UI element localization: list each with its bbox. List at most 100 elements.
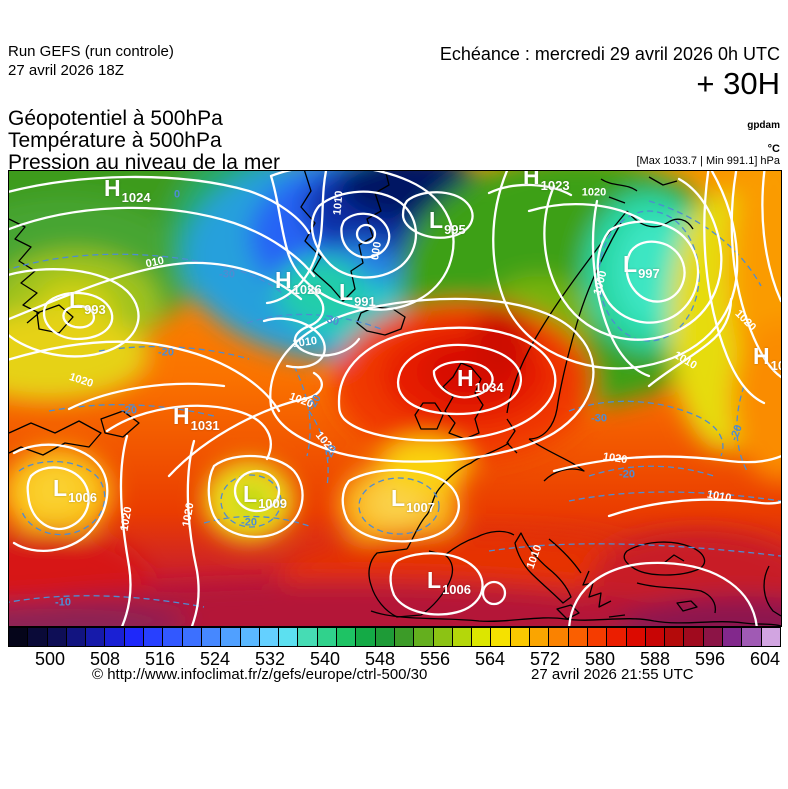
isotherm-value-label: -30 [219, 268, 235, 281]
colorbar-cell [355, 627, 375, 647]
colorbar-cell [8, 627, 28, 647]
colorbar-ticks: 500 508 516 524 532 540 548 556 564 572 580 588 596 6… [0, 649, 788, 669]
colorbar-cell [432, 627, 452, 647]
run-info: Run GEFS (run controle) 27 avril 2026 18… [8, 42, 174, 80]
colorbar-cell [46, 627, 66, 647]
source-url: © http://www.infoclimat.fr/z/gefs/europe… [92, 666, 428, 683]
chart-titles: Géopotentiel à 500hPa Température à 500h… [8, 108, 280, 174]
colorbar-tick-label: 556 [419, 649, 451, 669]
colorbar-cell [606, 627, 626, 647]
title-temperature: Température à 500hPa [8, 129, 222, 152]
colorbar-cell [586, 627, 607, 647]
colorbar-tick-label: 548 [364, 649, 396, 669]
isotherm-value-label: -20 [241, 516, 257, 529]
colorbar-tick-label: 524 [199, 649, 231, 669]
colorbar-tick-label: 580 [584, 649, 616, 669]
colorbar-tick-label: 500 [34, 649, 66, 669]
run-label: Run GEFS (run controle) [8, 43, 174, 60]
colorbar-cell [123, 627, 144, 647]
colorbar-tick-label: 508 [89, 649, 121, 669]
high-pressure-center: H1026 [275, 267, 322, 297]
isotherm-value-label: -30 [591, 412, 607, 425]
colorbar-cell [200, 627, 221, 647]
colorbar-cell [27, 627, 47, 647]
colorbar-cell [529, 627, 549, 647]
valid-time: Echéance : mercredi 29 avril 2026 0h UTC [439, 44, 780, 64]
colorbar-cell [104, 627, 124, 647]
low-pressure-center: L1009 [243, 481, 287, 511]
colorbar-cell [85, 627, 105, 647]
low-pressure-center: L1006 [53, 475, 97, 505]
generation-timestamp: 27 avril 2026 21:55 UTC [531, 666, 694, 683]
colorbar-cell [490, 627, 510, 647]
colorbar-cell [471, 627, 491, 647]
colorbar-cell [316, 627, 337, 647]
colorbar-cell [741, 627, 761, 647]
title-geopotential: Géopotentiel à 500hPa [8, 107, 223, 130]
high-pressure-center: H1034 [457, 365, 504, 395]
colorbar-cell [664, 627, 684, 647]
isotherms [9, 200, 781, 608]
colorbar-tick-label: 596 [694, 649, 726, 669]
isotherm-value-label: -20 [619, 468, 635, 481]
high-pressure-center: H1024 [104, 175, 151, 205]
colorbar-tick-label: 532 [254, 649, 286, 669]
pressure-minmax: [Max 1033.7 | Min 991.1] hPa [636, 155, 781, 167]
lead-time: + 30H [696, 66, 780, 101]
colorbar-cell [374, 627, 394, 647]
colorbar-cell [548, 627, 568, 647]
unit-geopotential: gpdam [747, 120, 780, 131]
colorbar-cell [220, 627, 240, 647]
colorbar-tick-label: 588 [639, 649, 671, 669]
isobar-value-label: 1010 [331, 190, 346, 216]
colorbar-cell [143, 627, 163, 647]
coastlines [9, 171, 781, 626]
low-pressure-center: L993 [69, 287, 106, 317]
run-date: 27 avril 2026 18Z [8, 62, 124, 79]
colorbar-cell [393, 627, 414, 647]
isobar-value-label: 1020 [581, 186, 607, 199]
colorbar-cell [162, 627, 182, 647]
colorbar-cell [278, 627, 298, 647]
low-pressure-center: L1006 [427, 567, 471, 597]
colorbar-cell [451, 627, 472, 647]
colorbar-tick-label: 564 [474, 649, 506, 669]
colorbar-cell [413, 627, 433, 647]
colorbar-cell [644, 627, 665, 647]
colorbar-cell [567, 627, 587, 647]
colorbar-cell [625, 627, 645, 647]
colorbar-cell [239, 627, 259, 647]
colorbar-cell [297, 627, 317, 647]
colorbar-cell [181, 627, 201, 647]
isotherm-value-label: 0 [173, 188, 181, 201]
colorbar-cell [336, 627, 356, 647]
low-pressure-center: L995 [429, 207, 466, 237]
weather-map-canvas [9, 171, 781, 626]
colorbar-cell [509, 627, 530, 647]
title-pressure: Pression au niveau de la mer [8, 151, 280, 174]
colorbar-tick-label: 604 [749, 649, 781, 669]
weather-map: H1024 L993 H1026 L991 L995 H1023 L997 H1034 H103… [8, 170, 782, 627]
colorbar-tick-label: 540 [309, 649, 341, 669]
isotherm-value-label: -20 [121, 404, 137, 417]
colorbar-cell [65, 627, 86, 647]
colorbar-cell [258, 627, 279, 647]
colorbar-cell [760, 627, 780, 647]
low-pressure-center: L1007 [391, 485, 435, 515]
high-pressure-center: H1023 [523, 170, 570, 193]
low-pressure-center: L991 [339, 279, 376, 309]
colorbar [8, 627, 781, 647]
isotherm-value-label: -10 [55, 596, 71, 609]
isotherm-value-label: -20 [158, 346, 174, 359]
isobars [9, 171, 781, 626]
colorbar-cell [683, 627, 703, 647]
unit-temperature: °C [767, 143, 780, 155]
high-pressure-center: H1031 [173, 403, 220, 433]
colorbar-tick-label: 572 [529, 649, 561, 669]
colorbar-cell [702, 627, 722, 647]
colorbar-tick-label: 516 [144, 649, 176, 669]
colorbar-cell [721, 627, 742, 647]
low-pressure-center: L997 [623, 251, 660, 281]
high-pressure-center: H10 [753, 343, 781, 373]
